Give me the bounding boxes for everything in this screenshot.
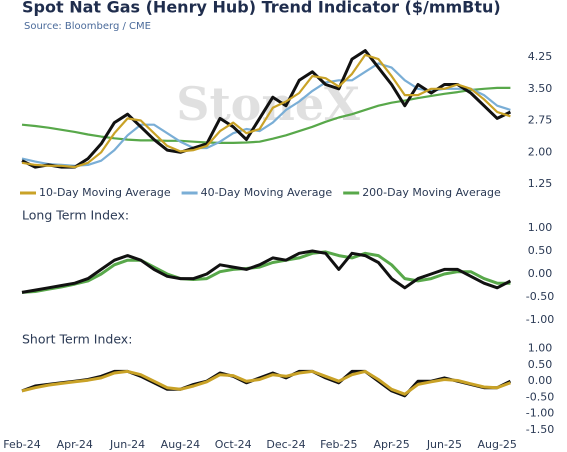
y-tick-label: -1.00 bbox=[526, 313, 554, 326]
series-line bbox=[21, 369, 512, 398]
x-tick-label: Apr-25 bbox=[373, 438, 409, 451]
y-tick-label: -1.50 bbox=[526, 423, 554, 436]
y-tick-label: 1.00 bbox=[528, 221, 553, 234]
y-tick-label: -1.00 bbox=[526, 407, 554, 420]
x-tick-label: Feb-24 bbox=[3, 438, 40, 451]
chart-title: Spot Nat Gas (Henry Hub) Trend Indicator… bbox=[22, 0, 501, 17]
chart-source: Source: Bloomberg / CME bbox=[24, 21, 151, 32]
x-tick-label: Aug-24 bbox=[161, 438, 200, 451]
panel-title: Long Term Index: bbox=[22, 208, 129, 223]
y-tick-label: -0.50 bbox=[526, 290, 554, 303]
panel-title: Short Term Index: bbox=[22, 332, 132, 347]
y-tick-label: 2.00 bbox=[528, 145, 553, 158]
series-line bbox=[21, 49, 512, 169]
y-tick-label: 0.50 bbox=[528, 244, 553, 257]
x-tick-label: Feb-25 bbox=[320, 438, 357, 451]
y-tick-label: 1.25 bbox=[528, 177, 553, 190]
series-line bbox=[21, 86, 511, 144]
x-tick-label: Aug-25 bbox=[477, 438, 516, 451]
y-tick-label: 3.50 bbox=[528, 82, 553, 95]
y-tick-label: 4.25 bbox=[528, 50, 553, 63]
y-tick-label: 0.00 bbox=[528, 374, 553, 387]
series-line bbox=[21, 53, 511, 169]
y-tick-label: 2.75 bbox=[528, 114, 553, 127]
series-line bbox=[21, 249, 512, 294]
y-tick-label: 0.50 bbox=[528, 358, 553, 371]
y-tick-label: 1.00 bbox=[528, 342, 553, 355]
x-tick-label: Jun-25 bbox=[426, 438, 462, 451]
legend-label: 200-Day Moving Average bbox=[362, 186, 501, 199]
y-tick-label: -0.50 bbox=[526, 390, 554, 403]
x-tick-label: Oct-24 bbox=[215, 438, 252, 451]
series-line bbox=[21, 369, 511, 396]
x-tick-label: Jun-24 bbox=[109, 438, 145, 451]
series-line bbox=[21, 250, 511, 294]
legend-label: 10-Day Moving Average bbox=[39, 186, 171, 199]
y-tick-label: 0.00 bbox=[528, 267, 553, 280]
x-tick-label: Apr-24 bbox=[57, 438, 93, 451]
x-tick-label: Dec-24 bbox=[266, 438, 305, 451]
legend-label: 40-Day Moving Average bbox=[201, 186, 333, 199]
